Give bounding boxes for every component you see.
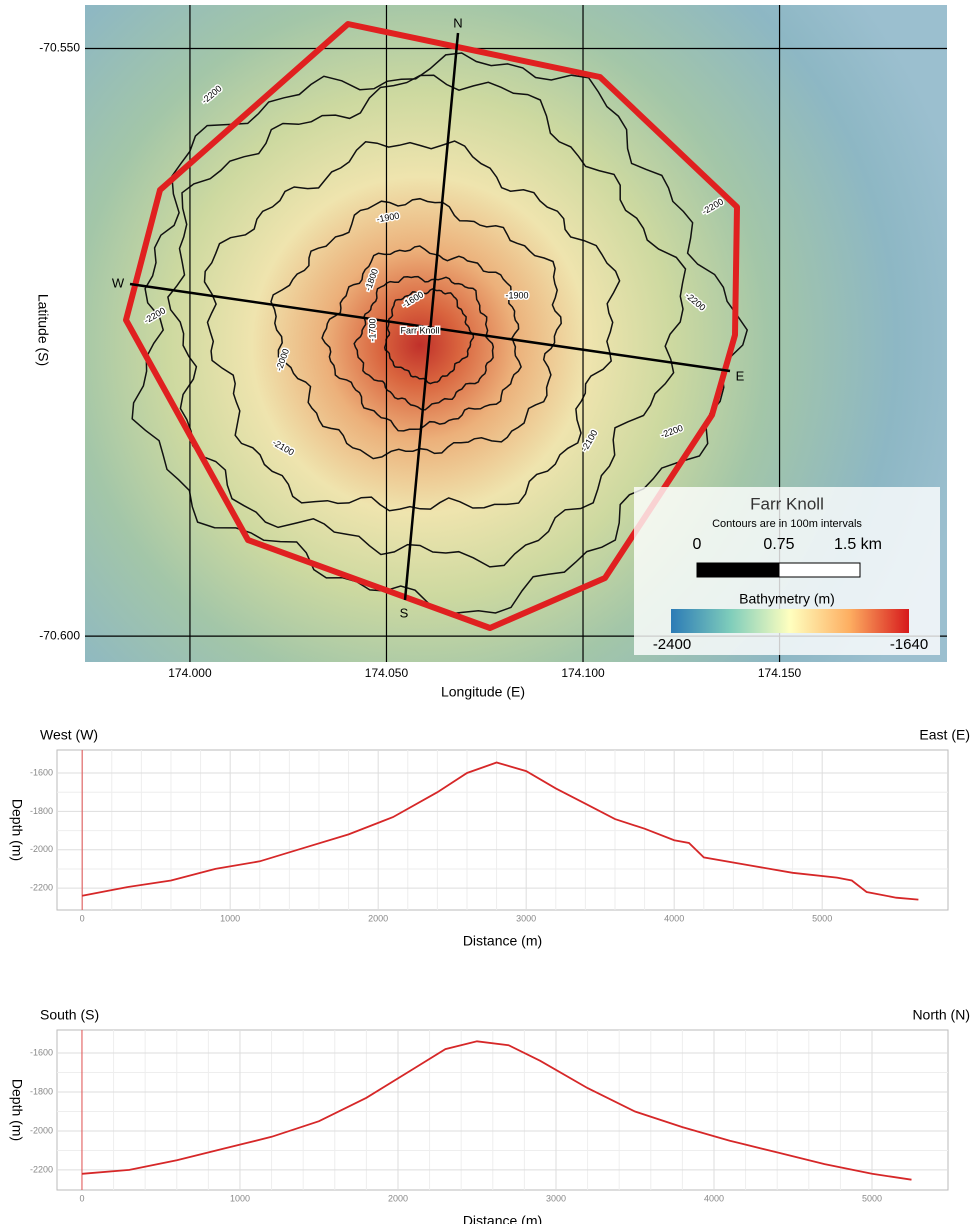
x-tick-label: 4000 bbox=[664, 913, 684, 923]
profile-label: S bbox=[400, 605, 409, 620]
page: Longitude (E) Latitude (S) 174.000 174.05… bbox=[0, 0, 974, 1224]
y-tick-label: -2200 bbox=[30, 1164, 53, 1174]
figure: Longitude (E) Latitude (S) 174.000 174.05… bbox=[0, 0, 974, 1224]
y-axis-title: Depth (m) bbox=[9, 1079, 25, 1141]
profile-label: W bbox=[112, 275, 125, 290]
colorbar-label: -2400 bbox=[653, 636, 691, 653]
y-tick-label: -70.550 bbox=[39, 41, 80, 55]
x-tick-label: 3000 bbox=[546, 1193, 566, 1203]
x-tick-label: 174.000 bbox=[168, 666, 212, 680]
profile-label: N bbox=[453, 15, 462, 30]
colorbar-label: -1640 bbox=[890, 636, 928, 653]
y-tick-label: -1800 bbox=[30, 806, 53, 816]
scale-label: 0 bbox=[693, 536, 702, 553]
feature-label: Farr Knoll bbox=[400, 325, 439, 335]
right-label: North (N) bbox=[912, 1007, 970, 1023]
x-tick-label: 174.150 bbox=[758, 666, 802, 680]
colorbar bbox=[671, 609, 909, 633]
x-axis-title: Distance (m) bbox=[463, 933, 542, 949]
y-axis-title: Depth (m) bbox=[9, 799, 25, 861]
scale-label: 0.75 bbox=[763, 536, 794, 553]
scale-bar bbox=[779, 563, 860, 577]
x-axis-title: Longitude (E) bbox=[441, 684, 525, 700]
x-tick-label: 1000 bbox=[220, 913, 240, 923]
x-tick-label: 5000 bbox=[862, 1193, 882, 1203]
y-tick-label: -1800 bbox=[30, 1086, 53, 1096]
left-label: West (W) bbox=[40, 727, 98, 743]
y-tick-label: -1600 bbox=[30, 767, 53, 777]
scale-bar bbox=[697, 563, 779, 577]
x-tick-label: 0 bbox=[80, 913, 85, 923]
y-axis-title: Latitude (S) bbox=[35, 294, 51, 366]
x-tick-label: 174.100 bbox=[561, 666, 605, 680]
x-tick-label: 2000 bbox=[388, 1193, 408, 1203]
colorbar-title: Bathymetry (m) bbox=[739, 591, 835, 607]
x-tick-label: 174.050 bbox=[365, 666, 409, 680]
contour-label: -1700 bbox=[367, 318, 377, 341]
contour-label: -1900 bbox=[505, 290, 528, 300]
plot-area bbox=[57, 1030, 948, 1190]
y-tick-label: -2000 bbox=[30, 844, 53, 854]
x-tick-label: 2000 bbox=[368, 913, 388, 923]
legend-note: Contours are in 100m intervals bbox=[712, 518, 862, 530]
y-tick-label: -2200 bbox=[30, 883, 53, 893]
scale-label: 1.5 km bbox=[834, 536, 882, 553]
x-tick-label: 4000 bbox=[704, 1193, 724, 1203]
legend-title: Farr Knoll bbox=[750, 494, 824, 513]
profile-label: E bbox=[736, 368, 745, 383]
x-tick-label: 5000 bbox=[812, 913, 832, 923]
plot-area bbox=[57, 750, 948, 910]
y-tick-label: -70.600 bbox=[39, 628, 80, 642]
x-tick-label: 3000 bbox=[516, 913, 536, 923]
x-axis-title: Distance (m) bbox=[463, 1213, 542, 1224]
y-tick-label: -1600 bbox=[30, 1047, 53, 1057]
left-label: South (S) bbox=[40, 1007, 99, 1023]
x-tick-label: 0 bbox=[79, 1193, 84, 1203]
right-label: East (E) bbox=[919, 727, 970, 743]
y-tick-label: -2000 bbox=[30, 1125, 53, 1135]
x-tick-label: 1000 bbox=[230, 1193, 250, 1203]
